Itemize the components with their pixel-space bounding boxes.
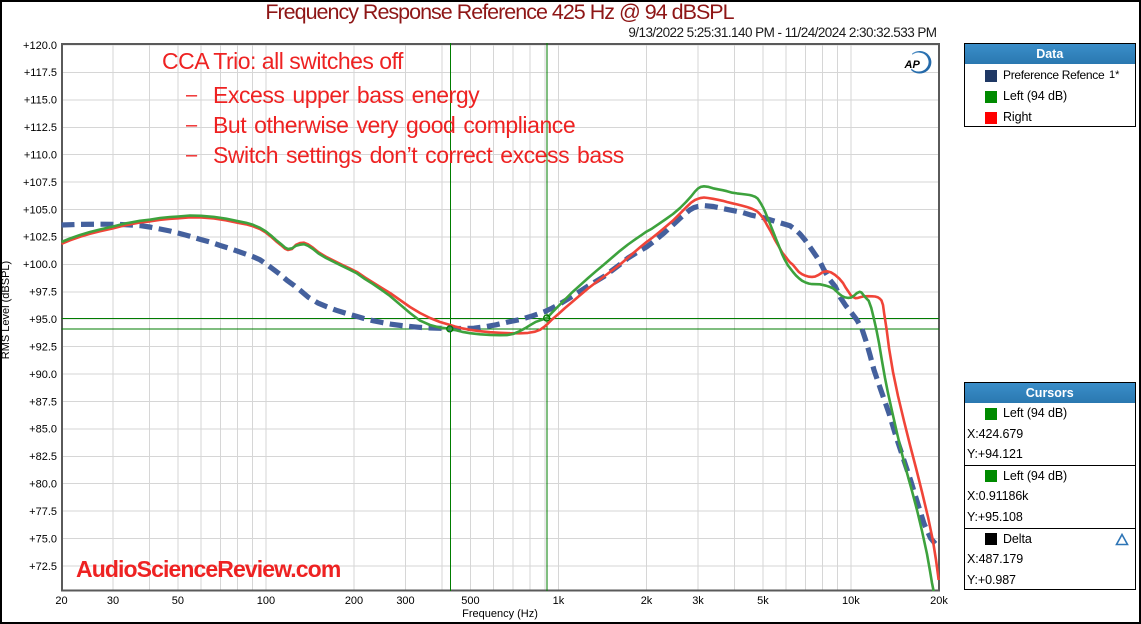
svg-text:200: 200	[345, 595, 363, 607]
svg-text:RMS Level (dBSPL): RMS Level (dBSPL)	[0, 261, 12, 359]
svg-text:500: 500	[461, 595, 479, 607]
svg-text:+92.5: +92.5	[29, 341, 57, 353]
svg-text:+102.5: +102.5	[23, 232, 57, 244]
svg-text:+105.0: +105.0	[23, 204, 57, 216]
svg-text:+100.0: +100.0	[23, 259, 57, 271]
svg-text:+107.5: +107.5	[23, 177, 57, 189]
svg-text:+72.5: +72.5	[29, 561, 57, 573]
svg-text:+95.0: +95.0	[29, 314, 57, 326]
svg-text:+82.5: +82.5	[29, 451, 57, 463]
svg-text:+80.0: +80.0	[29, 479, 57, 491]
svg-text:10k: 10k	[842, 595, 860, 607]
svg-text:+112.5: +112.5	[24, 122, 57, 134]
svg-text:+110.0: +110.0	[24, 150, 57, 162]
svg-text:100: 100	[257, 595, 275, 607]
svg-text:2k: 2k	[641, 595, 653, 607]
svg-text:+115.0: +115.0	[24, 95, 57, 107]
svg-text:+97.5: +97.5	[29, 287, 57, 299]
svg-text:+87.5: +87.5	[29, 396, 57, 408]
svg-text:30: 30	[107, 595, 119, 607]
svg-text:+85.0: +85.0	[29, 424, 57, 436]
svg-text:AP: AP	[904, 59, 921, 71]
svg-text:+120.0: +120.0	[23, 40, 57, 52]
svg-text:+90.0: +90.0	[29, 369, 57, 381]
svg-text:50: 50	[172, 595, 184, 607]
svg-text:1k: 1k	[553, 595, 565, 607]
svg-text:20k: 20k	[930, 595, 948, 607]
svg-text:20: 20	[55, 595, 67, 607]
svg-text:+75.0: +75.0	[29, 533, 57, 545]
svg-text:300: 300	[396, 595, 414, 607]
svg-text:+77.5: +77.5	[29, 506, 57, 518]
svg-text:+117.5: +117.5	[24, 67, 57, 79]
svg-text:Frequency (Hz): Frequency (Hz)	[462, 608, 538, 620]
svg-text:3k: 3k	[692, 595, 704, 607]
svg-text:5k: 5k	[757, 595, 769, 607]
